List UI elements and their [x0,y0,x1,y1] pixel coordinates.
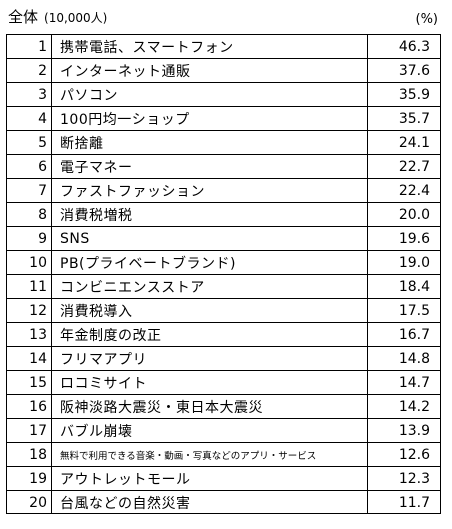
rank-cell: 12 [7,299,52,322]
item-cell: ファストファッション [52,179,368,202]
table-row: 9 SNS 19.6 [7,227,440,251]
table-row: 7 ファストファッション 22.4 [7,179,440,203]
percentage-cell: 11.7 [398,494,430,511]
item-cell: フリマアプリ [52,347,368,370]
percentage-cell: 18.4 [398,278,430,295]
item-cell: 電子マネー [52,155,368,178]
rank-cell: 15 [7,371,52,394]
table-row: 19 アウトレットモール 12.3 [7,467,440,491]
percentage-cell: 35.7 [398,110,430,127]
percentage-cell: 16.7 [398,326,430,343]
rank-cell: 2 [7,59,52,82]
item-cell: ロコミサイト [52,371,368,394]
item-cell: 無料で利用できる音楽・動画・写真などのアプリ・サービス [52,443,368,466]
rank-cell: 17 [7,419,52,442]
rank-cell: 8 [7,203,52,226]
table-row: 6 電子マネー 22.7 [7,155,440,179]
percentage-cell: 20.0 [398,206,430,223]
item-cell: 携帯電話、スマートフォン [52,35,368,58]
unit-label: (%) [415,12,439,27]
percentage-cell: 17.5 [398,302,430,319]
item-cell: 断捨離 [52,131,368,154]
table-row: 3 パソコン 35.9 [7,83,440,107]
percentage-cell: 14.8 [398,350,430,367]
table-row: 1 携帯電話、スマートフォン 46.3 [7,35,440,59]
item-cell: インターネット通販 [52,59,368,82]
table-row: 5 断捨離 24.1 [7,131,440,155]
percentage-cell: 24.1 [398,134,430,151]
item-cell: 台風などの自然災害 [52,491,368,514]
table-row: 8 消費税増税 20.0 [7,203,440,227]
item-cell: 年金制度の改正 [52,323,368,346]
table-caption: 全体 (10,000人) [8,6,107,28]
rank-cell: 13 [7,323,52,346]
caption-sample-size: (10,000人) [44,11,108,25]
rank-cell: 20 [7,491,52,514]
caption-title: 全体 [8,8,39,26]
rank-cell: 1 [7,35,52,58]
rank-cell: 4 [7,107,52,130]
table-row: 12 消費税導入 17.5 [7,299,440,323]
item-cell: 消費税増税 [52,203,368,226]
table-row: 11 コンビニエンスストア 18.4 [7,275,440,299]
percentage-cell: 22.4 [398,182,430,199]
item-cell: 阪神淡路大震災・東日本大震災 [52,395,368,418]
table-row: 16 阪神淡路大震災・東日本大震災 14.2 [7,395,440,419]
rank-cell: 14 [7,347,52,370]
item-cell: コンビニエンスストア [52,275,368,298]
percentage-cell: 46.3 [398,38,430,55]
table-row: 14 フリマアプリ 14.8 [7,347,440,371]
table-row: 13 年金制度の改正 16.7 [7,323,440,347]
rank-cell: 16 [7,395,52,418]
table-row: 18 無料で利用できる音楽・動画・写真などのアプリ・サービス 12.6 [7,443,440,467]
percentage-cell: 14.7 [398,374,430,391]
table-row: 15 ロコミサイト 14.7 [7,371,440,395]
percentage-cell: 12.6 [398,446,430,463]
rank-cell: 10 [7,251,52,274]
rank-cell: 3 [7,83,52,106]
rank-cell: 18 [7,443,52,466]
ranking-table: 1 携帯電話、スマートフォン 46.3 2 インターネット通販 37.6 3 パソコン 35.9… [6,34,441,514]
rank-cell: 6 [7,155,52,178]
table-row: 10 PB(プライベートブランド) 19.0 [7,251,440,275]
item-cell: SNS [52,227,368,250]
percentage-cell: 12.3 [398,470,430,487]
percentage-cell: 19.6 [398,230,430,247]
table-row: 2 インターネット通販 37.6 [7,59,440,83]
table-row: 17 バブル崩壊 13.9 [7,419,440,443]
item-cell: アウトレットモール [52,467,368,490]
table-row: 4 100円均一ショップ 35.7 [7,107,440,131]
percentage-cell: 22.7 [398,158,430,175]
item-cell: PB(プライベートブランド) [52,251,368,274]
rank-cell: 7 [7,179,52,202]
item-cell: バブル崩壊 [52,419,368,442]
table-row: 20 台風などの自然災害 11.7 [7,491,440,514]
percentage-cell: 13.9 [398,422,430,439]
rank-cell: 11 [7,275,52,298]
percentage-cell: 19.0 [398,254,430,271]
item-cell: 100円均一ショップ [52,107,368,130]
percentage-cell: 35.9 [398,86,430,103]
rank-cell: 9 [7,227,52,250]
percentage-cell: 37.6 [398,62,430,79]
rank-cell: 19 [7,467,52,490]
percentage-cell: 14.2 [398,398,430,415]
item-cell: パソコン [52,83,368,106]
rank-cell: 5 [7,131,52,154]
item-cell: 消費税導入 [52,299,368,322]
